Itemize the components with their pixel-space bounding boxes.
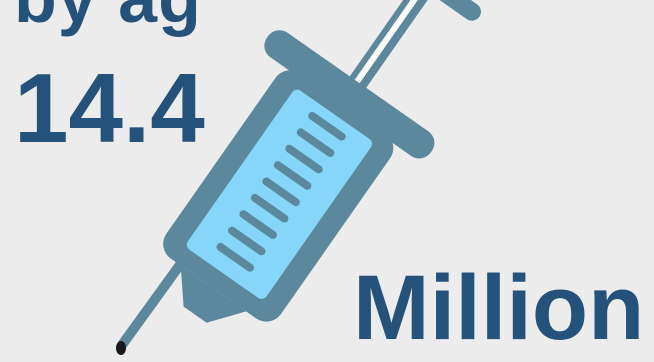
needle-tip <box>116 341 126 355</box>
plunger-rod-highlight <box>347 0 426 94</box>
top-partial-text: by ag <box>14 0 274 38</box>
needle <box>117 257 187 350</box>
unit-label: Million <box>353 257 645 359</box>
graduation-marks <box>216 111 346 272</box>
barrel-tip <box>180 265 247 323</box>
plunger-head <box>376 0 481 21</box>
barrel-flange <box>264 30 435 159</box>
stat-value: 14.4 <box>14 53 205 163</box>
